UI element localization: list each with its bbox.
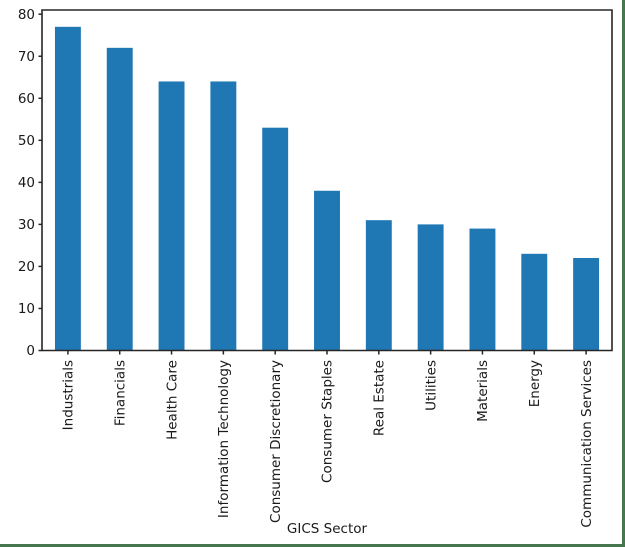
y-tick-label-80: 80 — [18, 7, 35, 23]
x-tick-label-financials: Financials — [112, 360, 128, 426]
bar-consumer-staples — [314, 190, 340, 351]
y-tick-label-10: 10 — [18, 301, 35, 317]
bar-industrials — [54, 26, 81, 351]
x-tick-label-energy: Energy — [527, 360, 543, 407]
window-border-right — [622, 0, 625, 547]
bar-health-care — [158, 81, 185, 351]
x-tick-label-materials: Materials — [475, 360, 491, 422]
x-tick-label-consumer-staples: Consumer Staples — [320, 360, 336, 483]
bar-communication-services — [573, 258, 600, 351]
axes-spines — [41, 9, 613, 352]
y-tick-label-30: 30 — [18, 217, 35, 233]
bar-consumer-discretionary — [262, 127, 289, 351]
window-border-bottom — [0, 544, 625, 547]
y-tick-label-20: 20 — [18, 259, 35, 275]
y-tick-label-0: 0 — [26, 343, 35, 359]
bar-real-estate — [365, 220, 392, 351]
x-tick-label-industrials: Industrials — [61, 360, 77, 430]
x-tick-label-information-technology: Information Technology — [216, 360, 232, 518]
bar-financials — [106, 47, 133, 351]
y-tick-label-60: 60 — [18, 91, 35, 107]
y-tick-label-70: 70 — [18, 49, 35, 65]
y-tick-label-50: 50 — [18, 133, 35, 149]
x-tick-label-utilities: Utilities — [423, 360, 439, 411]
bar-utilities — [417, 224, 444, 351]
x-tick-label-communication-services: Communication Services — [579, 360, 595, 528]
bar-information-technology — [210, 81, 237, 351]
x-tick-label-real-estate: Real Estate — [372, 360, 388, 436]
x-tick-label-health-care: Health Care — [164, 360, 180, 440]
bar-materials — [469, 228, 496, 351]
y-tick-label-40: 40 — [18, 175, 35, 191]
x-axis-title: GICS Sector — [287, 521, 368, 537]
x-tick-label-consumer-discretionary: Consumer Discretionary — [268, 360, 284, 523]
bar-energy — [521, 253, 548, 351]
